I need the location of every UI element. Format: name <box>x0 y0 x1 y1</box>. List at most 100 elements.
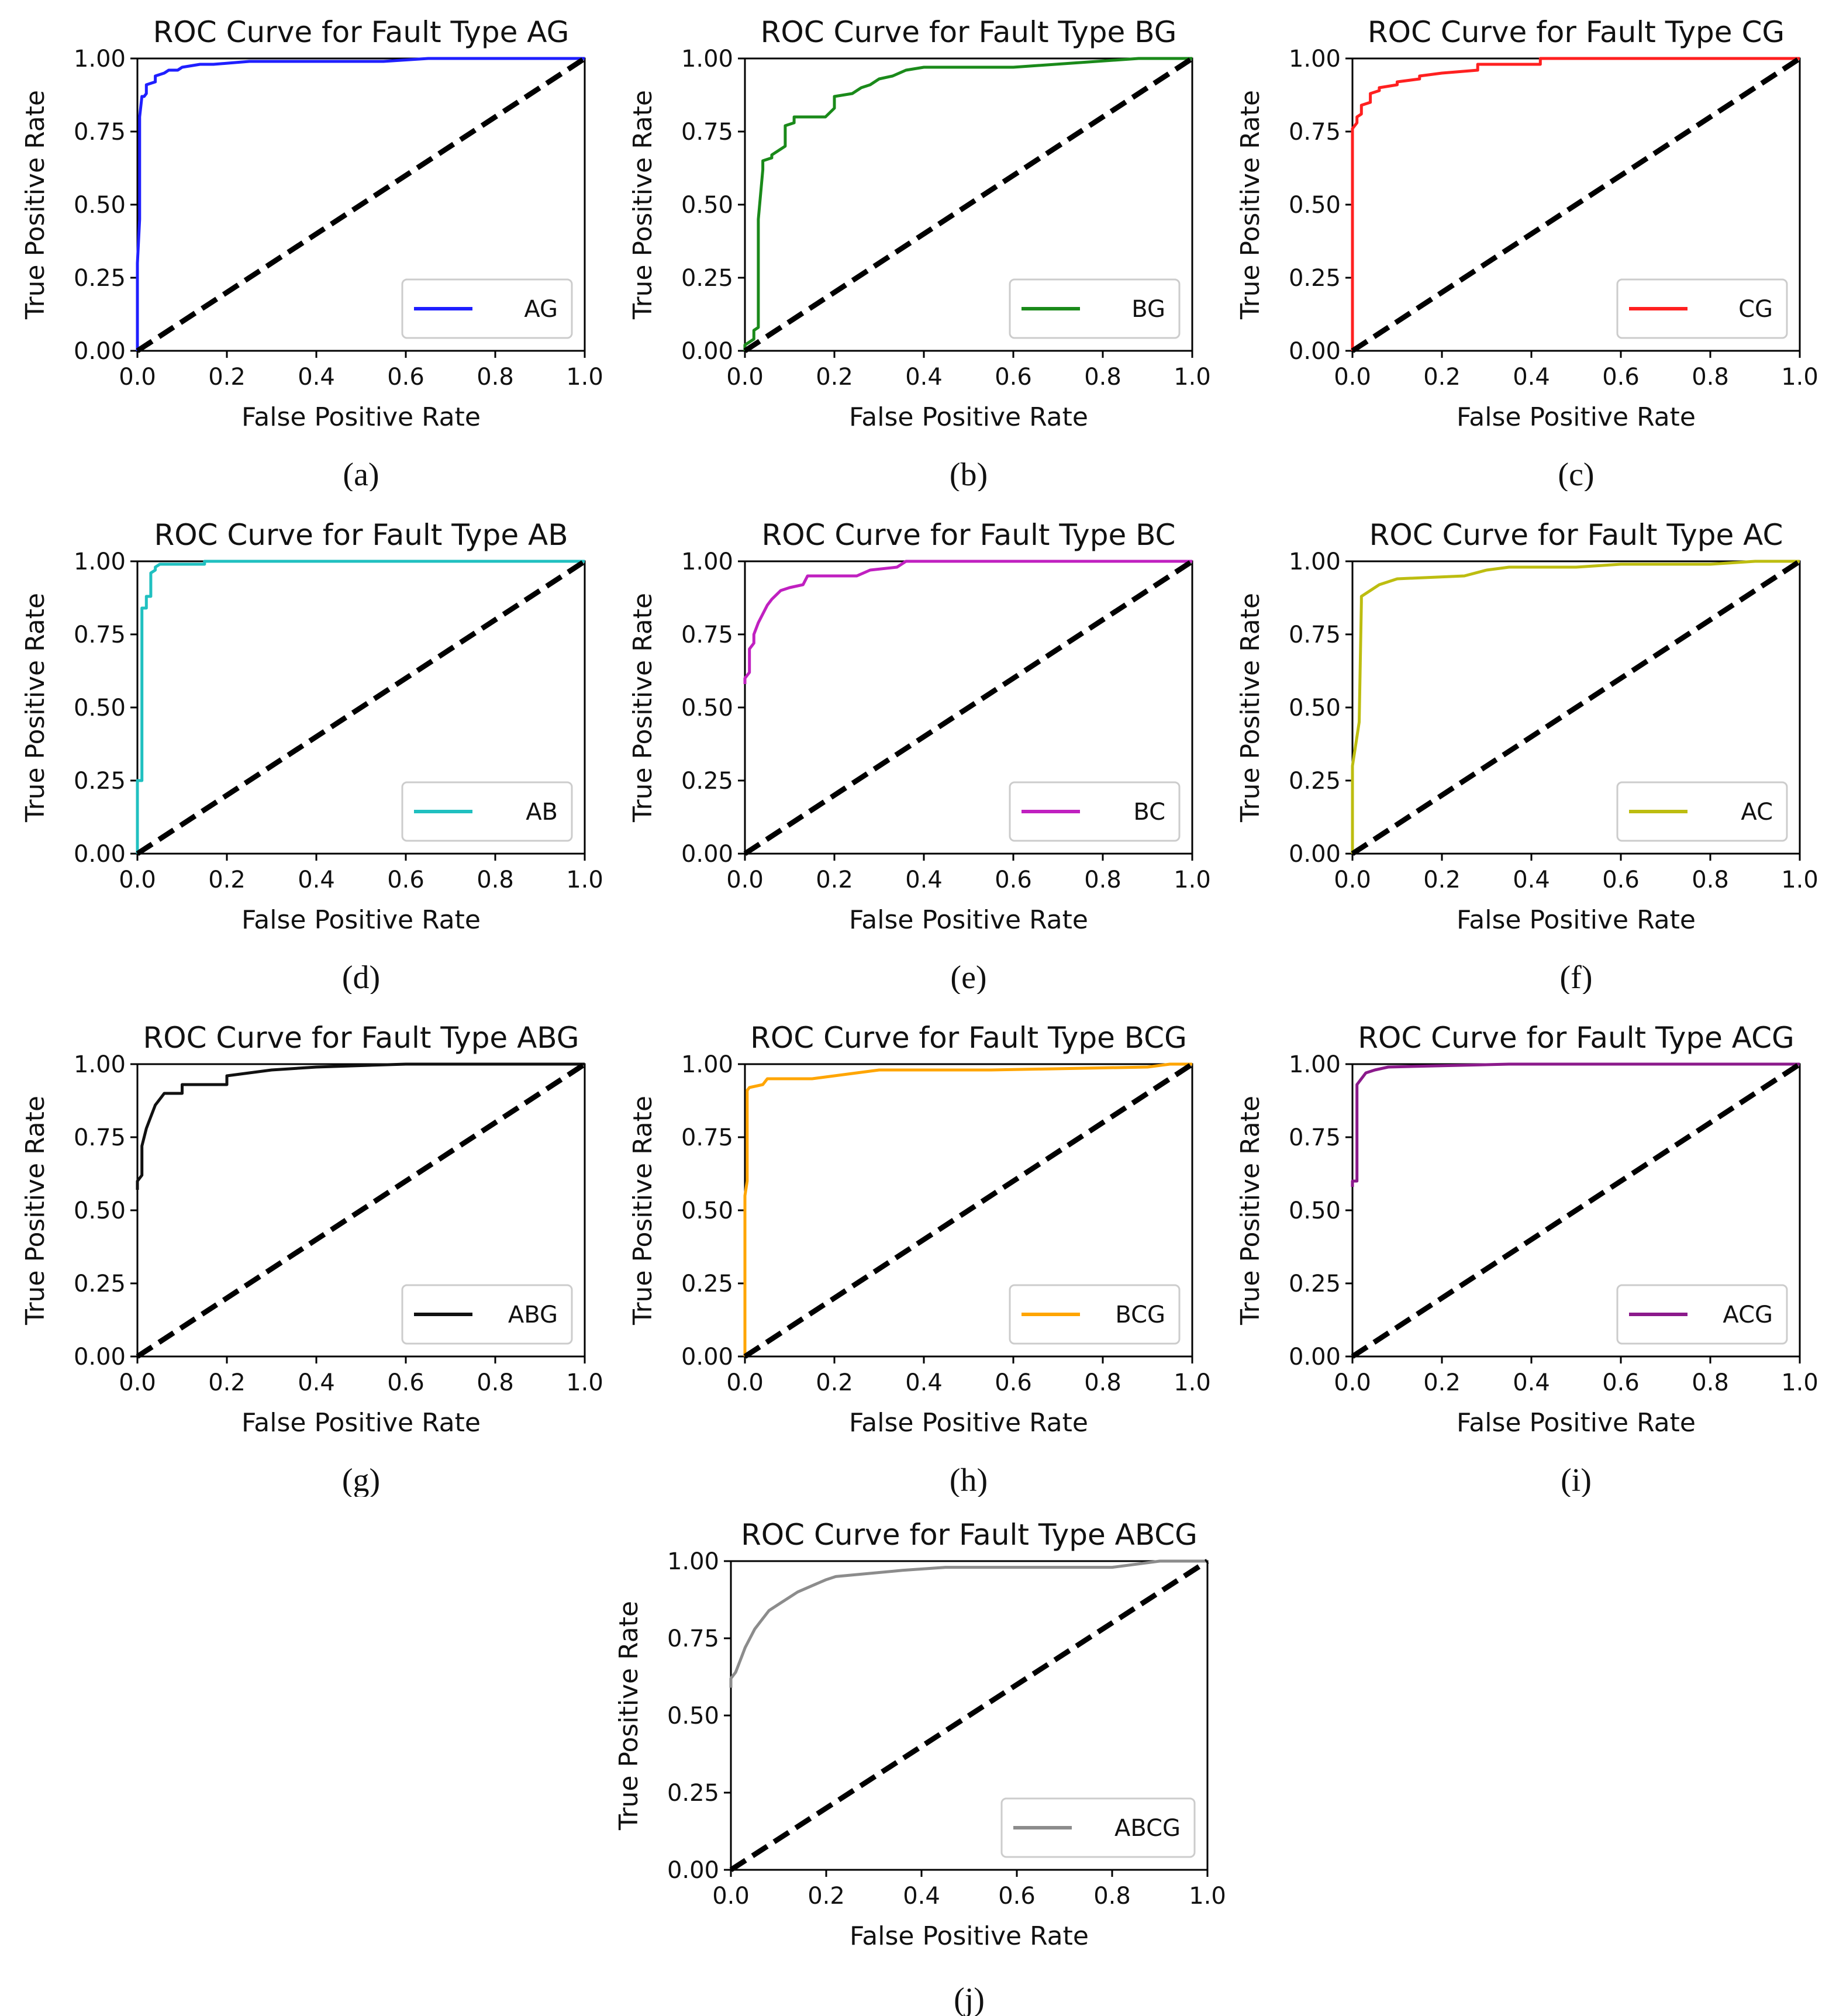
roc-chart-svg: ROC Curve for Fault Type BCG 0.0 0.2 0.4 0.6… <box>628 1021 1210 1497</box>
y-axis-label: True Positive Rate <box>628 593 658 823</box>
panel-caption: (j) <box>954 1982 985 2016</box>
chart-title: ROC Curve for Fault Type AG <box>153 15 570 49</box>
y-tick-label: 0.50 <box>74 192 126 219</box>
roc-chart-svg: ROC Curve for Fault Type AG 0.0 0.2 0.4 0.6 0… <box>20 15 602 491</box>
x-tick-label: 0.6 <box>998 1883 1036 1910</box>
y-tick-label: 1.00 <box>74 1051 126 1078</box>
y-axis-label: True Positive Rate <box>1236 90 1265 320</box>
chance-diagonal-line <box>136 56 586 353</box>
y-tick-label: 0.25 <box>681 1271 733 1297</box>
x-tick-label: 1.0 <box>1781 364 1817 391</box>
x-tick-label: 0.0 <box>119 867 156 893</box>
roc-curve-line <box>1351 57 1800 351</box>
x-axis-label: False Positive Rate <box>849 1408 1088 1438</box>
x-tick-label: 0.8 <box>477 1369 514 1396</box>
y-tick-label: 0.50 <box>681 192 733 219</box>
y-tick-label: 0.00 <box>667 1857 719 1884</box>
x-tick-label: 0.8 <box>1084 364 1121 391</box>
y-tick-label: 0.75 <box>74 1124 126 1151</box>
y-tick-label: 0.50 <box>667 1703 719 1730</box>
roc-panel-h: ROC Curve for Fault Type BCG 0.0 0.2 0.4 0.6… <box>619 1006 1210 1497</box>
roc-panel-b: ROC Curve for Fault Type BG 0.0 0.2 0.4 0.6 0… <box>619 0 1210 491</box>
x-tick-label: 0.0 <box>1334 1369 1371 1396</box>
y-tick-label: 1.00 <box>1289 1051 1341 1078</box>
x-tick-label: 1.0 <box>1174 364 1210 391</box>
x-tick-label: 0.8 <box>1084 867 1121 893</box>
y-tick-label: 0.00 <box>74 338 126 365</box>
x-tick-label: 0.8 <box>1692 364 1729 391</box>
x-tick-label: 0.8 <box>477 867 514 893</box>
roc-panel-j: ROC Curve for Fault Type ABCG 0.0 0.2 0.4 0.… <box>585 1497 1245 2016</box>
x-tick-label: 0.6 <box>995 1369 1032 1396</box>
x-tick-label: 0.4 <box>1513 867 1550 893</box>
x-axis-label: False Positive Rate <box>1457 402 1696 432</box>
x-tick-label: 1.0 <box>566 867 602 893</box>
chart-title: ROC Curve for Fault Type ACG <box>1358 1021 1795 1055</box>
y-tick-label: 0.25 <box>667 1780 719 1807</box>
chart-title: ROC Curve for Fault Type AB <box>154 518 568 552</box>
roc-panel-e: ROC Curve for Fault Type BC 0.0 0.2 0.4 0.6 0… <box>619 503 1210 994</box>
y-tick-label: 1.00 <box>681 46 733 73</box>
legend-label: ABG <box>508 1302 558 1328</box>
roc-chart-svg: ROC Curve for Fault Type BC 0.0 0.2 0.4 0.6 0… <box>628 518 1210 994</box>
y-axis-label: True Positive Rate <box>1236 593 1265 823</box>
x-tick-label: 0.0 <box>119 1369 156 1396</box>
chance-diagonal-line <box>743 1062 1194 1359</box>
x-axis-label: False Positive Rate <box>1457 1408 1696 1438</box>
x-tick-label: 0.2 <box>807 1883 845 1910</box>
x-tick-label: 1.0 <box>1189 1883 1226 1910</box>
roc-panel-c: ROC Curve for Fault Type CG 0.0 0.2 0.4 0.6 0… <box>1227 0 1817 491</box>
y-tick-label: 0.25 <box>74 768 126 795</box>
x-axis-label: False Positive Rate <box>849 905 1088 935</box>
x-tick-label: 0.6 <box>387 867 425 893</box>
y-tick-label: 0.00 <box>681 1344 733 1371</box>
x-tick-label: 0.4 <box>1513 1369 1550 1396</box>
roc-curve-line <box>743 1062 1192 1356</box>
y-tick-label: 1.00 <box>681 1051 733 1078</box>
chance-diagonal-line <box>1351 1062 1802 1359</box>
y-tick-label: 0.50 <box>1289 192 1341 219</box>
chance-diagonal-line <box>1351 559 1802 856</box>
y-axis-label: True Positive Rate <box>20 593 50 823</box>
roc-panel-g: ROC Curve for Fault Type ABG 0.0 0.2 0.4 0.6… <box>12 1006 602 1497</box>
legend-label: ACG <box>1723 1302 1773 1328</box>
panel-caption: (i) <box>1561 1462 1592 1497</box>
x-axis-label: False Positive Rate <box>241 1408 481 1438</box>
x-tick-label: 0.6 <box>1602 364 1640 391</box>
chart-title: ROC Curve for Fault Type ABCG <box>741 1518 1198 1552</box>
chart-title: ROC Curve for Fault Type BG <box>761 15 1177 49</box>
roc-chart-svg: ROC Curve for Fault Type AC 0.0 0.2 0.4 0.6 0… <box>1236 518 1817 994</box>
roc-chart-svg: ROC Curve for Fault Type ABCG 0.0 0.2 0.4 0.… <box>614 1518 1226 2016</box>
x-axis-label: False Positive Rate <box>241 905 481 935</box>
roc-chart-svg: ROC Curve for Fault Type ACG 0.0 0.2 0.4 0.6… <box>1236 1021 1817 1497</box>
roc-curve-line <box>1351 1062 1800 1187</box>
legend-label: BG <box>1131 296 1165 323</box>
roc-curve-line <box>136 560 585 854</box>
x-tick-label: 0.8 <box>1084 1369 1121 1396</box>
legend-label: BC <box>1133 799 1165 826</box>
x-tick-label: 0.6 <box>995 364 1032 391</box>
x-axis-label: False Positive Rate <box>849 402 1088 432</box>
roc-panel-i: ROC Curve for Fault Type ACG 0.0 0.2 0.4 0.6… <box>1227 1006 1817 1497</box>
x-tick-label: 0.0 <box>712 1883 750 1910</box>
y-tick-label: 0.50 <box>74 1197 126 1224</box>
chance-diagonal-line <box>1351 56 1802 353</box>
y-tick-label: 0.00 <box>74 841 126 868</box>
y-tick-label: 0.75 <box>1289 119 1341 146</box>
roc-panel-a: ROC Curve for Fault Type AG 0.0 0.2 0.4 0.6 0… <box>12 0 602 491</box>
y-axis-label: True Positive Rate <box>614 1601 644 1831</box>
legend-label: AB <box>526 799 558 826</box>
chance-diagonal-line <box>136 1062 586 1359</box>
panel-caption: (g) <box>342 1462 380 1497</box>
y-axis-label: True Positive Rate <box>20 1096 50 1325</box>
y-tick-label: 0.75 <box>1289 622 1341 648</box>
x-tick-label: 0.2 <box>1423 867 1461 893</box>
y-tick-label: 1.00 <box>667 1548 719 1575</box>
y-axis-label: True Positive Rate <box>20 90 50 320</box>
x-tick-label: 0.2 <box>208 1369 246 1396</box>
chart-title: ROC Curve for Fault Type CG <box>1368 15 1785 49</box>
chance-diagonal-line <box>743 56 1194 353</box>
x-tick-label: 0.4 <box>905 1369 943 1396</box>
y-tick-label: 0.75 <box>74 622 126 648</box>
legend-box <box>401 781 573 842</box>
